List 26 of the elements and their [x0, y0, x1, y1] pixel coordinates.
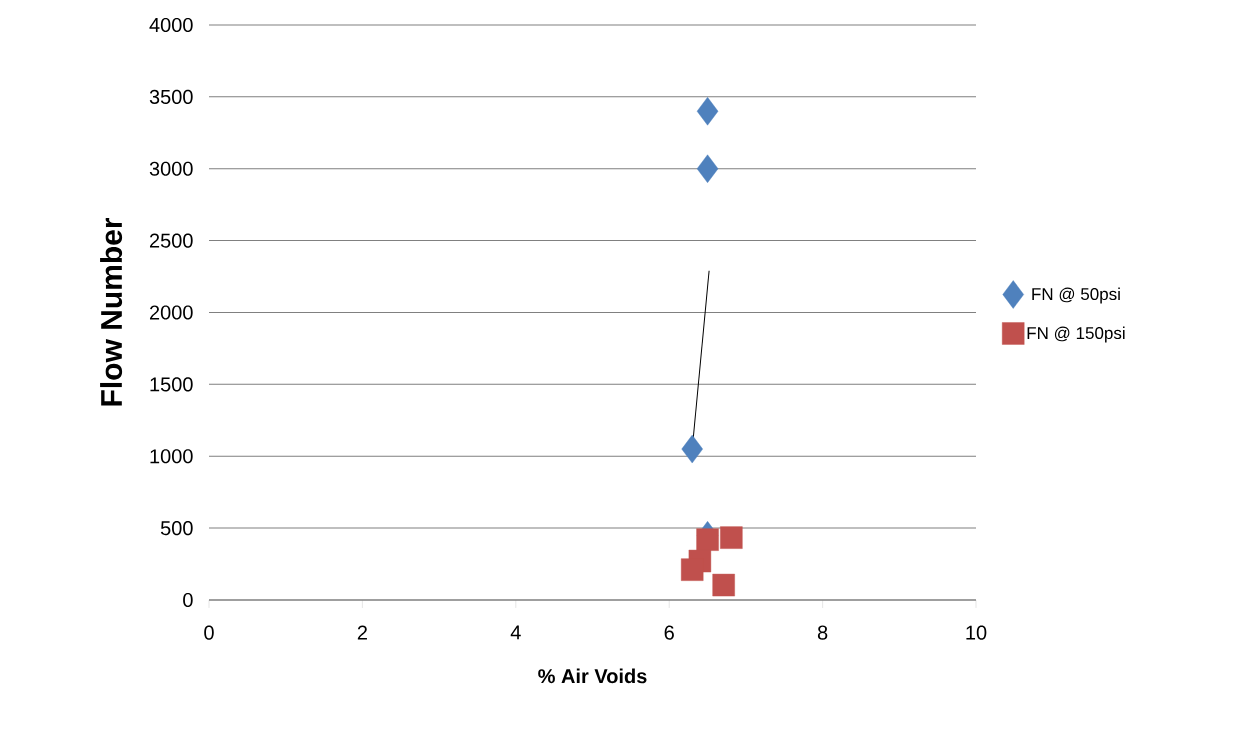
legend-label: FN @ 50psi	[1032, 287, 1120, 304]
point	[681, 434, 703, 464]
point	[696, 528, 719, 551]
x-tick-label: 8	[817, 625, 828, 640]
x-axis-title: % Air Voids	[538, 668, 647, 684]
x-tick-label: 0	[204, 625, 214, 640]
y-tick-label: 1500	[150, 377, 193, 392]
x-tick-label: 6	[664, 625, 674, 640]
y-tick-label: 2500	[149, 233, 193, 248]
x-tick-label: 4	[510, 625, 521, 640]
y-tick-label: 4000	[149, 17, 193, 33]
y-tick-label: 0	[183, 592, 193, 608]
y-axis-title: Flow Number	[100, 217, 123, 406]
point	[712, 573, 735, 597]
y-tick-label: 1000	[150, 449, 193, 464]
x-tick-label: 2	[357, 625, 367, 640]
y-tick-label: 3000	[149, 161, 193, 176]
point	[696, 154, 719, 183]
point	[681, 558, 704, 581]
point	[720, 526, 743, 549]
y-tick-label: 2000	[149, 305, 193, 320]
x-tick-label: 10	[966, 625, 987, 640]
point	[696, 97, 719, 126]
y-tick-label: 3500	[149, 89, 193, 104]
legend-label: FN @ 150psi	[1027, 326, 1125, 343]
y-tick-label: 500	[160, 521, 193, 536]
